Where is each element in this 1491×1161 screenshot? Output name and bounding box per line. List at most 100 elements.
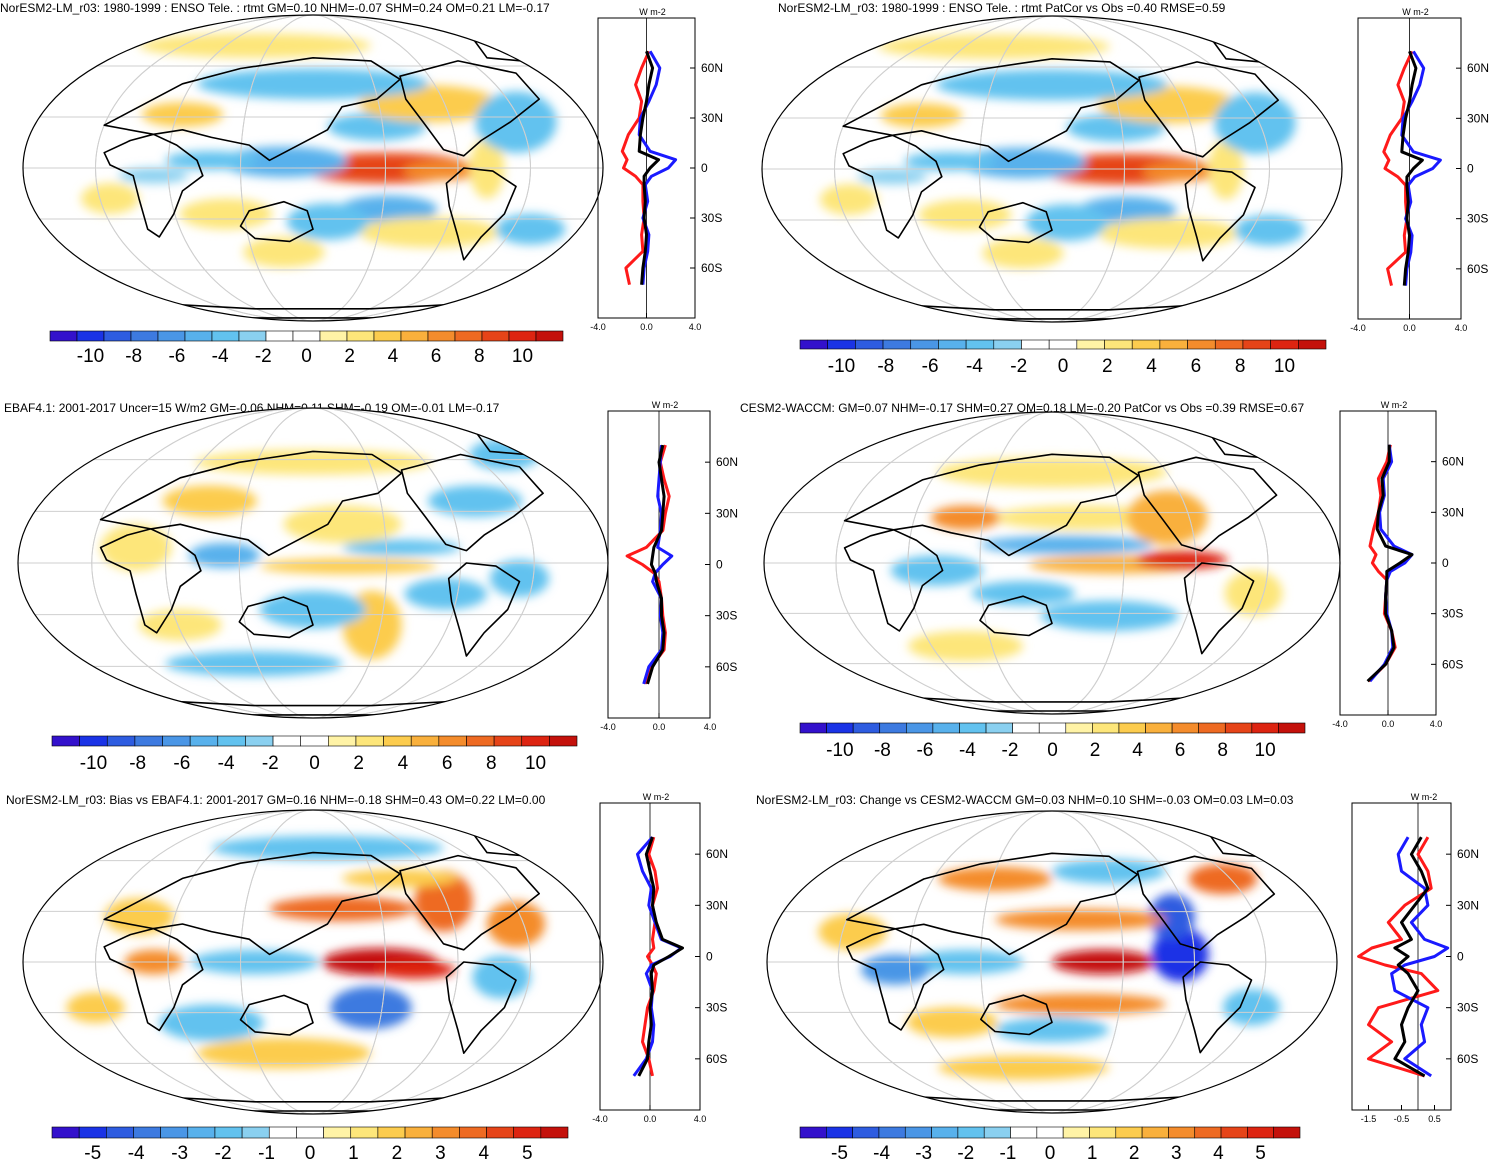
colorbar-swatch — [211, 330, 240, 342]
coastline-samerica — [447, 562, 521, 657]
colorbar-swatch — [160, 1126, 189, 1139]
colorbar-swatch — [1220, 1126, 1248, 1139]
colorbar-label: -5 — [84, 1143, 101, 1161]
longitude-line — [167, 15, 459, 321]
lat-tick-label: 60N — [1467, 61, 1489, 75]
colorbar-swatch — [438, 735, 467, 747]
zonal-series-diff — [1366, 444, 1414, 683]
colorbar-label: 8 — [1217, 740, 1228, 761]
lat-tick-label: 30N — [1457, 898, 1479, 912]
anomaly-region — [189, 542, 260, 568]
x-tick-label: 4.0 — [704, 722, 717, 732]
colorbar-label: 4 — [388, 346, 399, 367]
anomaly-region — [995, 909, 1166, 931]
panel-e: NorESM2-LM_r03: Bias vs EBAF4.1: 2001-20… — [6, 792, 728, 1161]
lat-tick-label: 60N — [1442, 455, 1464, 469]
zonal-series-model — [642, 444, 674, 685]
colorbar-swatch — [1214, 339, 1244, 350]
zonal-series-diff — [1393, 836, 1430, 1078]
coastline-samerica — [1182, 961, 1253, 1054]
x-tick-label: 4.0 — [1455, 323, 1468, 333]
colorbar-swatch — [162, 735, 191, 747]
colorbar-swatch — [959, 722, 987, 734]
anomaly-region — [878, 34, 1110, 59]
colorbar-label: -4 — [959, 740, 976, 761]
colorbar-label: -10 — [77, 346, 104, 367]
x-tick-label: -0.5 — [1394, 1114, 1410, 1124]
colorbar-swatch — [985, 722, 1013, 734]
anomaly-region — [1148, 894, 1195, 940]
graticule — [764, 412, 1340, 714]
colorbar-swatch — [481, 330, 510, 342]
anomaly-region — [138, 609, 222, 641]
zonal-series-model — [1400, 50, 1442, 286]
lat-tick-label: 30S — [706, 1001, 727, 1015]
anomaly-region — [1098, 217, 1238, 249]
coastline-australia — [239, 994, 314, 1036]
panel-b: NorESM2-LM_r03: 1980-1999 : ENSO Tele. :… — [761, 1, 1489, 377]
colorbar-label: 1 — [1087, 1143, 1098, 1161]
colorbar-swatch — [852, 1126, 880, 1139]
panel-d: CESM2-WACCM: GM=0.07 NHM=-0.17 SHM=0.27 … — [740, 400, 1464, 761]
colorbar-swatch — [1224, 722, 1253, 734]
x-tick-label: -4.0 — [590, 322, 606, 332]
colorbar-label: 3 — [1171, 1143, 1182, 1161]
x-tick-label: 4.0 — [694, 1114, 707, 1124]
anomaly-region — [104, 898, 174, 935]
colorbar-label: -5 — [831, 1143, 848, 1161]
coastline-africa — [842, 134, 943, 239]
colorbar-label: -4 — [966, 356, 983, 377]
zonal-unit-label: W m-2 — [1381, 400, 1408, 410]
colorbar-label: 6 — [1175, 740, 1186, 761]
colorbar-swatch — [513, 1126, 542, 1139]
anomaly-region — [211, 835, 444, 861]
anomaly-region — [402, 161, 485, 181]
colorbar-swatch — [268, 1126, 297, 1139]
longitude-line — [909, 811, 1195, 1113]
lat-tick-label: 60S — [1442, 657, 1463, 671]
longitude-line — [835, 412, 1269, 714]
coastline-africa — [103, 927, 204, 1032]
x-tick-label: 0.0 — [640, 322, 653, 332]
anomaly-region — [1040, 600, 1179, 631]
map-border — [761, 15, 1343, 323]
zonal-series-diff — [637, 836, 684, 1077]
colorbar-swatch — [377, 1126, 406, 1139]
colorbar-swatch — [882, 339, 912, 350]
colorbar-swatch — [993, 339, 1022, 350]
anomaly-region — [906, 1007, 998, 1038]
colorbar-swatch — [826, 722, 854, 734]
colorbar-label: 4 — [479, 1143, 490, 1161]
colorbar-swatch — [214, 1126, 243, 1139]
colorbar-swatch — [508, 330, 537, 342]
colorbar-swatch — [265, 330, 294, 342]
colorbar-swatch — [292, 330, 321, 342]
coastline-africa — [103, 133, 204, 238]
colorbar-label: 10 — [525, 753, 546, 774]
coastline-africa — [846, 928, 945, 1031]
lat-tick-label: 60N — [1457, 847, 1479, 861]
anomaly-region — [81, 183, 139, 214]
anomaly-region — [980, 535, 1153, 554]
coastline-namerica — [399, 854, 540, 951]
colorbar-swatch — [241, 1126, 270, 1139]
colorbar-label: -8 — [125, 346, 142, 367]
colorbar-label: 0 — [1045, 1143, 1056, 1161]
lat-tick-label: 0 — [716, 558, 723, 572]
anomaly-region — [904, 152, 997, 171]
colorbar-swatch — [238, 330, 267, 342]
anomaly-region — [918, 199, 1012, 231]
colorbar-swatch — [404, 1126, 433, 1139]
colorbar-swatch — [355, 735, 384, 747]
anomaly-region — [936, 457, 1168, 488]
colorbar-label: 8 — [486, 753, 497, 774]
anomaly-region — [1126, 490, 1208, 545]
colorbar-swatch — [1251, 722, 1279, 734]
x-tick-label: -4.0 — [1332, 719, 1348, 729]
anomaly-region — [1141, 162, 1224, 182]
colorbar-swatch — [1141, 1126, 1169, 1139]
longitude-line — [95, 810, 531, 1114]
zonal-mean-plot: 60N 30N 0 30S 60S -4.0 0.0 4.0 W m-2 — [600, 400, 738, 732]
colorbar-swatch — [157, 330, 186, 342]
colorbar: -10 -8 -6 -4 -2 0 2 4 6 8 10 — [799, 722, 1306, 761]
